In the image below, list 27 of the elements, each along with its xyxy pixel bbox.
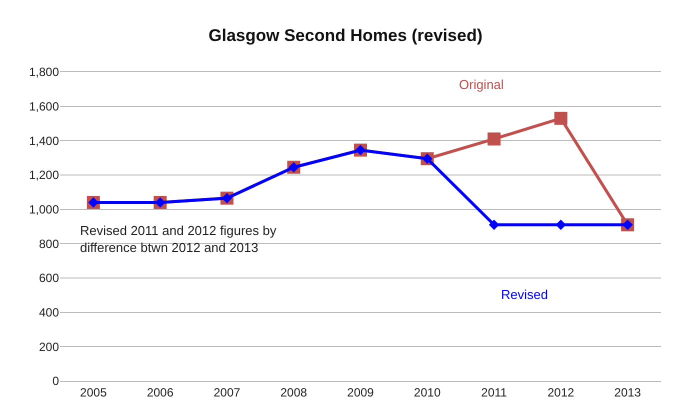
point (556, 220, 566, 230)
y-tick-label: 200 (38, 340, 60, 354)
x-tick-label: 2006 (146, 385, 174, 400)
y-tick-label: 1,200 (28, 168, 60, 182)
y-tick-label: 1,000 (28, 202, 60, 217)
x-tick-label: 2008 (280, 385, 308, 400)
y-tick-label: 400 (38, 306, 60, 320)
x-tick-label: 2010 (414, 385, 441, 400)
x-tick-label: 2005 (80, 385, 108, 400)
y-tick-label: 1,400 (28, 134, 60, 148)
point (488, 132, 501, 146)
y-tick-label: 1,800 (28, 65, 60, 80)
y-tick-label: 800 (38, 236, 60, 251)
chart-title: Glasgow Second Homes (revised) (208, 26, 482, 46)
text: Original (459, 77, 504, 92)
text: Revised (501, 287, 548, 302)
point (488, 220, 500, 230)
x-tick-label: 2009 (347, 385, 374, 400)
x-tick-label: 2011 (481, 385, 508, 400)
x-tick-label: 2007 (214, 385, 241, 400)
y-tick-label: 1,600 (28, 100, 60, 114)
y-tick-label: 0 (52, 374, 60, 388)
x-tick-label: 2012 (547, 385, 574, 400)
annotation: Revised 2011 and 2012 figures by difference btwn 2012 and 2013 (80, 223, 277, 255)
point (554, 112, 568, 125)
y-tick-label: 600 (38, 271, 60, 286)
x-tick-label: 2013 (614, 385, 642, 400)
